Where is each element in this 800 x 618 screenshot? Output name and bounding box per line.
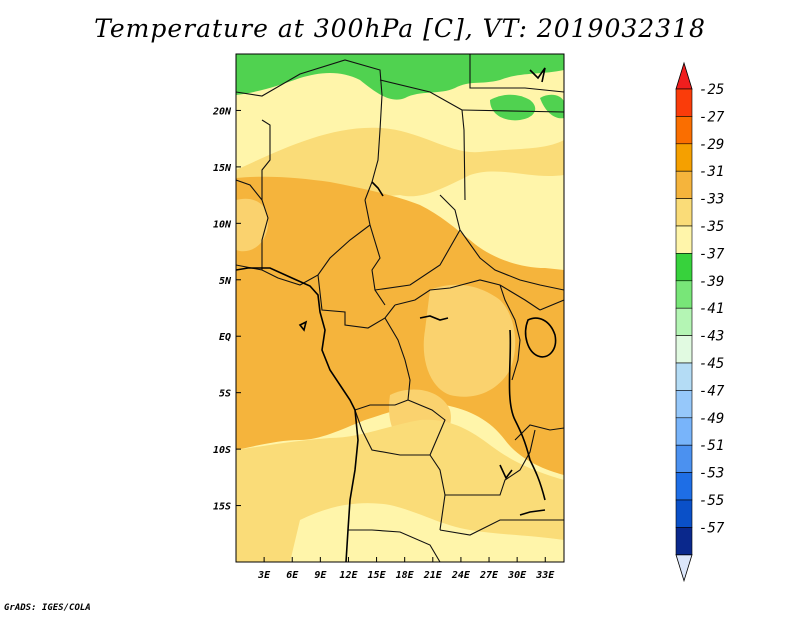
latitude-axis: 20N 15N 10N 5N EQ 5S 10S 15S xyxy=(212,106,241,513)
colorbar-label: -51 xyxy=(699,438,724,454)
colorbar-swatch xyxy=(675,472,693,501)
grads-credit: GrADS: IGES/COLA xyxy=(4,603,91,613)
colorbar-swatch xyxy=(675,362,693,391)
colorbar-label: -43 xyxy=(699,329,724,345)
colorbar-swatch xyxy=(675,88,693,117)
lon-tick-label: 3E xyxy=(257,570,271,581)
field-level-35-south xyxy=(290,503,564,562)
lon-tick-label: 27E xyxy=(479,570,499,581)
colorbar-label: -35 xyxy=(699,219,724,235)
colorbar-label: -45 xyxy=(699,356,724,372)
field-level-29 xyxy=(236,176,564,475)
lon-tick-label: 9E xyxy=(314,570,327,581)
lat-tick-label: EQ xyxy=(219,332,231,343)
colorbar-label: -47 xyxy=(699,383,725,399)
colorbar-swatch xyxy=(675,253,693,282)
colorbar-swatch xyxy=(675,225,693,254)
longitude-axis: 3E 6E 9E 12E 15E 18E 21E 24E 27E 30E 33E xyxy=(257,557,555,581)
colorbar-swatch xyxy=(675,116,693,145)
colorbar-swatch xyxy=(675,390,693,419)
colorbar-swatch xyxy=(675,143,693,172)
field-level-31-patch xyxy=(423,284,516,397)
colorbar-label: -29 xyxy=(699,137,724,153)
lat-tick-label: 15N xyxy=(213,163,232,174)
coastlines xyxy=(236,67,557,562)
temperature-field xyxy=(236,54,564,562)
colorbar-label: -33 xyxy=(699,192,724,208)
colorbar-label: -25 xyxy=(699,82,724,98)
lon-tick-label: 12E xyxy=(339,570,358,581)
colorbar-swatch xyxy=(675,335,693,364)
lon-tick-label: 15E xyxy=(368,570,387,581)
map-frame xyxy=(235,53,565,563)
lat-tick-label: 10S xyxy=(213,445,231,456)
lat-tick-label: 15S xyxy=(213,502,231,513)
colorbar-swatch xyxy=(675,527,693,556)
colorbar-swatch xyxy=(675,280,693,309)
colorbar-label: -53 xyxy=(699,466,724,482)
colorbar-label: -55 xyxy=(699,493,724,509)
lat-tick-label: 20N xyxy=(212,106,232,117)
map-title: Temperature at 300hPa [C], VT: 201903231… xyxy=(94,14,706,43)
colorbar-swatch xyxy=(675,198,693,227)
colorbar-label: -41 xyxy=(699,301,724,317)
colorbar-swatch xyxy=(675,417,693,446)
lat-tick-label: 10N xyxy=(213,219,232,230)
colorbar-label: -49 xyxy=(699,411,724,427)
colorbar-top-arrow xyxy=(675,61,693,90)
field-level-37-patch xyxy=(490,94,536,121)
field-level-37 xyxy=(236,54,564,100)
lon-tick-label: 24E xyxy=(451,570,471,581)
colorbar-bottom-arrow xyxy=(675,554,693,583)
lon-tick-label: 30E xyxy=(507,570,527,581)
lon-tick-label: 18E xyxy=(396,570,415,581)
lat-tick-label: 5S xyxy=(219,389,231,400)
lon-tick-label: 21E xyxy=(423,570,443,581)
field-level-31-patch xyxy=(236,198,269,252)
colorbar-label: -27 xyxy=(699,109,725,125)
colorbar-swatch xyxy=(675,444,693,473)
colorbar-label: -37 xyxy=(699,246,725,262)
lon-tick-label: 33E xyxy=(535,570,555,581)
colorbar-swatch xyxy=(675,170,693,199)
country-borders xyxy=(236,54,564,562)
colorbar-label: -31 xyxy=(699,164,724,180)
colorbar: -25 -27 -29 -31 -33 -35 -37 -39 -41 -43 -45 -47 -49 -… xyxy=(675,61,725,583)
colorbar-label: -57 xyxy=(699,520,725,536)
colorbar-label: -39 xyxy=(699,274,724,290)
colorbar-swatch xyxy=(675,307,693,336)
colorbar-swatch xyxy=(675,499,693,528)
lon-tick-label: 6E xyxy=(286,570,299,581)
lat-tick-label: 5N xyxy=(219,276,232,287)
